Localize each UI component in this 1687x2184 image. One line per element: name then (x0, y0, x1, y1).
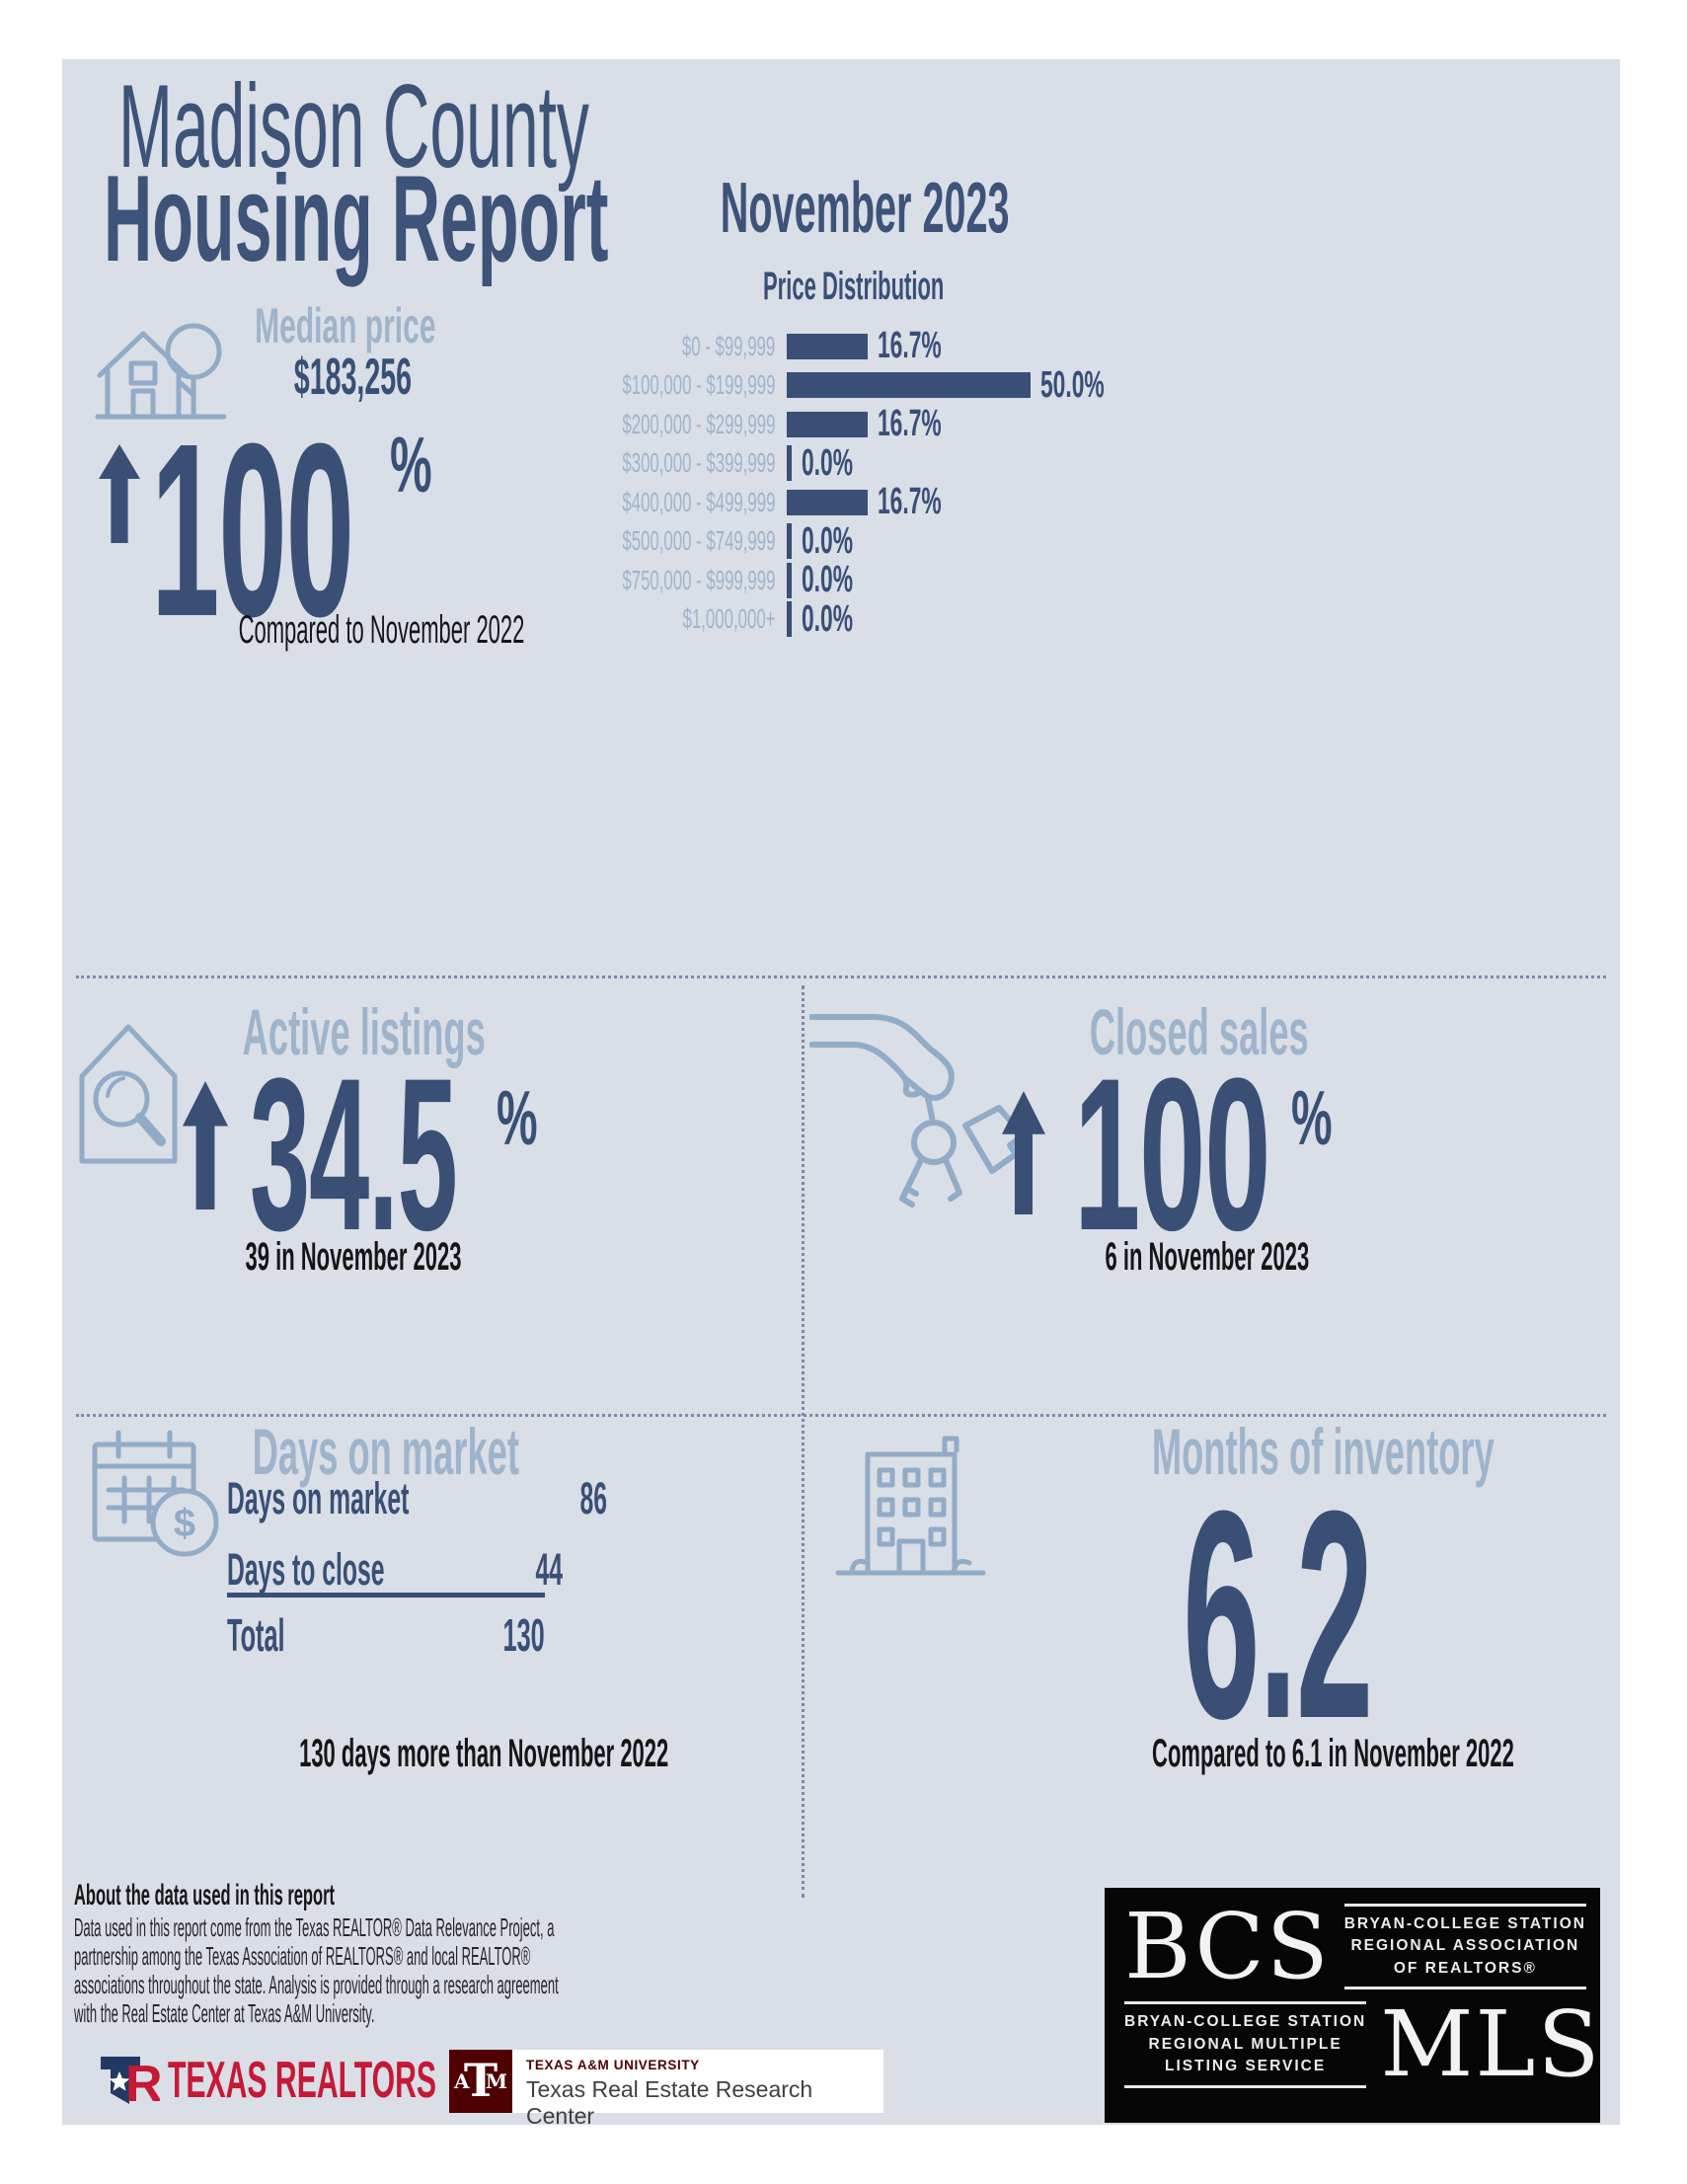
days-total-label: Total (227, 1609, 285, 1661)
chart-value-label: 50.0% (1040, 363, 1105, 406)
days-total-rule (227, 1593, 545, 1598)
chart-row: $400,000 - $499,999 16.7% (491, 481, 1576, 523)
days-on-market-note: 130 days more than November 2022 (299, 1732, 669, 1775)
median-price-note: Compared to November 2022 (238, 608, 525, 652)
mls-acronym: MLS (1380, 1991, 1602, 2098)
chart-category-label: $200,000 - $299,999 (621, 408, 775, 439)
bcs-association-lines: BRYAN-COLLEGE STATION REGIONAL ASSOCIATI… (1343, 1904, 1586, 1990)
chart-zero-tick (787, 523, 792, 560)
chart-category-label: $500,000 - $749,999 (621, 525, 775, 557)
chart-row: $0 - $99,999 16.7% (491, 325, 1576, 367)
closed-sales-change: 100 (1074, 1033, 1270, 1276)
chart-category-label: $1,000,000+ (682, 603, 775, 635)
chart-bar (787, 333, 868, 359)
median-price-value: $183,256 (293, 349, 412, 406)
chart-bar (787, 489, 868, 515)
closed-sales-label: Closed sales (1090, 995, 1309, 1068)
tamu-center-label: Texas Real Estate Research Center (526, 2076, 813, 2129)
horizontal-dotted-divider (76, 1414, 1606, 1417)
months-of-inventory-note: Compared to 6.1 in November 2022 (1152, 1732, 1514, 1775)
report-panel: Madison County Housing Report November 2… (62, 59, 1620, 2129)
price-distribution-chart: $0 - $99,999 16.7% $100,000 - $199,999 50.0… (491, 325, 1576, 640)
days-on-market-label: Days on market (252, 1415, 519, 1488)
days-to-close-row-value: 44 (535, 1544, 564, 1595)
chart-value-label: 0.0% (802, 559, 853, 601)
chart-title: Price Distribution (763, 265, 945, 308)
chart-value-label: 0.0% (802, 441, 853, 484)
days-to-close-row: Days to close 44 (227, 1544, 563, 1596)
chart-bar (787, 372, 1031, 399)
days-total-value: 130 (502, 1609, 545, 1661)
vertical-dotted-divider (802, 985, 805, 1898)
svg-text:$: $ (174, 1502, 195, 1545)
texas-realtors-tr-icon: R (101, 2056, 160, 2108)
days-on-market-row: Days on market 86 (227, 1473, 607, 1524)
chart-row: $750,000 - $999,999 0.0% (491, 559, 1576, 601)
hand-keys-icon (809, 1013, 1026, 1208)
chart-value-label: 16.7% (878, 481, 942, 523)
up-arrow-icon (99, 444, 140, 543)
chart-value-label: 16.7% (878, 403, 942, 445)
chart-category-label: $300,000 - $399,999 (621, 447, 775, 479)
chart-bar (787, 411, 868, 437)
texas-realtors-wordmark: TEXAS REALTORS (168, 2052, 437, 2109)
days-on-market-row-value: 86 (579, 1473, 608, 1523)
closed-sales-percent-sign: % (1291, 1074, 1333, 1161)
active-listings-label: Active listings (242, 995, 486, 1068)
chart-row: $200,000 - $299,999 16.7% (491, 403, 1576, 445)
chart-zero-tick (787, 601, 792, 638)
svg-text:R: R (125, 2056, 160, 2108)
report-title-line1: Madison County (118, 60, 589, 193)
months-of-inventory-label: Months of inventory (1151, 1415, 1495, 1488)
about-title: About the data used in this report (74, 1879, 336, 1911)
median-price-change: 100 (151, 392, 354, 667)
chart-category-label: $400,000 - $499,999 (621, 486, 775, 517)
chart-zero-tick (787, 562, 792, 598)
chart-row: $300,000 - $399,999 0.0% (491, 441, 1576, 484)
chart-category-label: $0 - $99,999 (681, 330, 775, 361)
chart-row: $500,000 - $749,999 0.0% (491, 519, 1576, 562)
house-magnifier-icon (79, 1024, 178, 1164)
calendar-dollar-icon: $ (92, 1430, 219, 1557)
days-on-market-row-label: Days on market (227, 1473, 410, 1523)
months-of-inventory-value: 6.2 (1183, 1448, 1373, 1780)
report-title-line2: Housing Report (104, 151, 609, 287)
house-tree-icon (95, 323, 227, 420)
about-body: Data used in this report come from the T… (74, 1912, 559, 2028)
apartment-building-icon (835, 1436, 986, 1576)
chart-row: $100,000 - $199,999 50.0% (491, 363, 1576, 406)
chart-category-label: $750,000 - $999,999 (621, 564, 775, 595)
bcs-mls-logo: BCS BRYAN-COLLEGE STATION REGIONAL ASSOC… (1105, 1888, 1600, 2123)
median-price-label: Median price (255, 298, 436, 353)
chart-value-label: 16.7% (878, 325, 942, 367)
days-to-close-row-label: Days to close (227, 1544, 385, 1595)
report-period: November 2023 (720, 169, 1010, 248)
up-arrow-icon (183, 1081, 228, 1209)
median-price-percent-sign: % (390, 421, 432, 508)
active-listings-percent-sign: % (497, 1074, 538, 1161)
chart-category-label: $100,000 - $199,999 (621, 369, 775, 401)
chart-value-label: 0.0% (802, 597, 853, 640)
closed-sales-note: 6 in November 2023 (1105, 1235, 1310, 1279)
active-listings-note: 39 in November 2023 (245, 1235, 462, 1279)
bcs-acronym: BCS (1124, 1894, 1331, 1999)
texas-realtors-logo: R TEXAS REALTORS (99, 2050, 631, 2111)
days-total-row: Total 130 (227, 1609, 545, 1662)
tamu-university-label: TEXAS A&M UNIVERSITY (526, 2058, 700, 2072)
horizontal-dotted-divider (76, 975, 1606, 978)
mls-service-lines: BRYAN-COLLEGE STATION REGIONAL MULTIPLE … (1124, 2001, 1367, 2088)
chart-value-label: 0.0% (802, 519, 853, 562)
chart-zero-tick (787, 445, 792, 482)
chart-row: $1,000,000+ 0.0% (491, 597, 1576, 640)
active-listings-change: 34.5 (250, 1033, 458, 1276)
up-arrow-icon (1002, 1091, 1045, 1214)
